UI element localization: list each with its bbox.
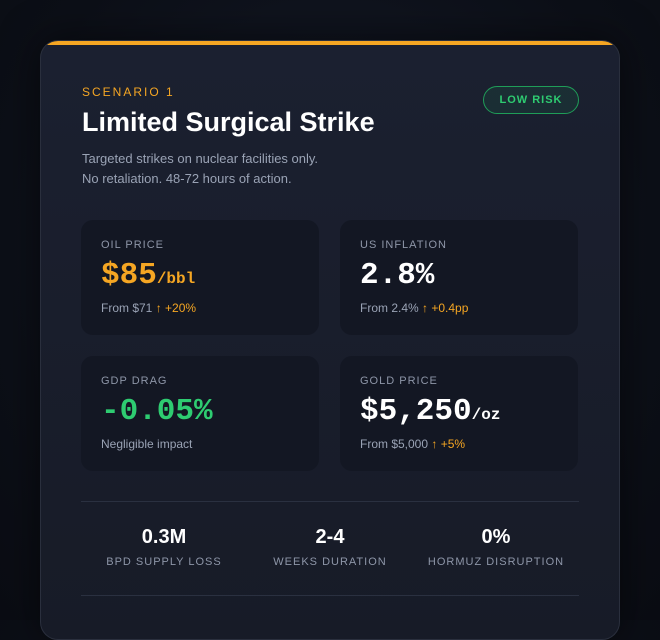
oil-price-value: $85	[101, 258, 157, 293]
scenario-title: Limited Surgical Strike	[82, 107, 375, 137]
inflation-value: 2.8%	[360, 258, 435, 293]
metric-label: US INFLATION	[360, 239, 447, 251]
stat-label: BPD SUPPLY LOSS	[106, 556, 222, 568]
description-line-1: Targeted strikes on nuclear facilities o…	[82, 151, 319, 166]
stat-supply-loss: 0.3M BPD SUPPLY LOSS	[81, 526, 247, 568]
stat-duration: 2-4 WEEKS DURATION	[247, 526, 413, 568]
metric-value: 2.8%	[360, 258, 558, 294]
scenario-label: SCENARIO 1	[82, 85, 175, 99]
gold-price-delta: ↑ +5%	[431, 437, 466, 451]
inflation-delta: ↑ +0.4pp	[422, 301, 469, 315]
oil-price-tile: OIL PRICE $85/bbl From $71 ↑ +20%	[81, 220, 319, 335]
stats-row: 0.3M BPD SUPPLY LOSS 2-4 WEEKS DURATION …	[81, 526, 579, 568]
metric-change: From $71 ↑ +20%	[101, 301, 299, 315]
metric-value: -0.05%	[101, 394, 299, 430]
stat-label: WEEKS DURATION	[273, 556, 387, 568]
oil-price-from: From $71	[101, 301, 153, 315]
stat-value: 2-4	[315, 526, 345, 548]
oil-price-delta: ↑ +20%	[155, 301, 197, 315]
metric-label: OIL PRICE	[101, 239, 164, 251]
risk-badge: LOW RISK	[483, 86, 579, 114]
divider-bottom	[81, 595, 579, 596]
metric-label: GOLD PRICE	[360, 375, 438, 387]
gdp-drag-note: Negligible impact	[101, 437, 193, 451]
scenario-card: SCENARIO 1 LOW RISK Limited Surgical Str…	[40, 40, 620, 640]
stat-label: HORMUZ DISRUPTION	[427, 556, 565, 568]
inflation-from: From 2.4%	[360, 301, 419, 315]
gold-price-tile: GOLD PRICE $5,250/oz From $5,000 ↑ +5%	[340, 356, 578, 471]
stat-value: 0.3M	[141, 526, 187, 548]
divider-top	[81, 501, 579, 502]
metric-value: $85/bbl	[101, 258, 299, 294]
gold-price-value: $5,250	[360, 394, 472, 429]
metric-change: From $5,000 ↑ +5%	[360, 437, 558, 451]
scenario-description: Targeted strikes on nuclear facilities o…	[82, 149, 318, 189]
gdp-drag-value: -0.05%	[101, 394, 213, 429]
gdp-drag-tile: GDP DRAG -0.05% Negligible impact	[81, 356, 319, 471]
gold-price-from: From $5,000	[360, 437, 429, 451]
description-line-2: No retaliation. 48-72 hours of action.	[82, 171, 292, 186]
gold-price-unit: /oz	[471, 406, 501, 424]
metric-change: From 2.4% ↑ +0.4pp	[360, 301, 558, 315]
stat-value: 0%	[481, 526, 511, 548]
metric-label: GDP DRAG	[101, 375, 168, 387]
stat-hormuz: 0% HORMUZ DISRUPTION	[413, 526, 579, 568]
oil-price-unit: /bbl	[156, 270, 196, 288]
us-inflation-tile: US INFLATION 2.8% From 2.4% ↑ +0.4pp	[340, 220, 578, 335]
metric-value: $5,250/oz	[360, 394, 558, 430]
